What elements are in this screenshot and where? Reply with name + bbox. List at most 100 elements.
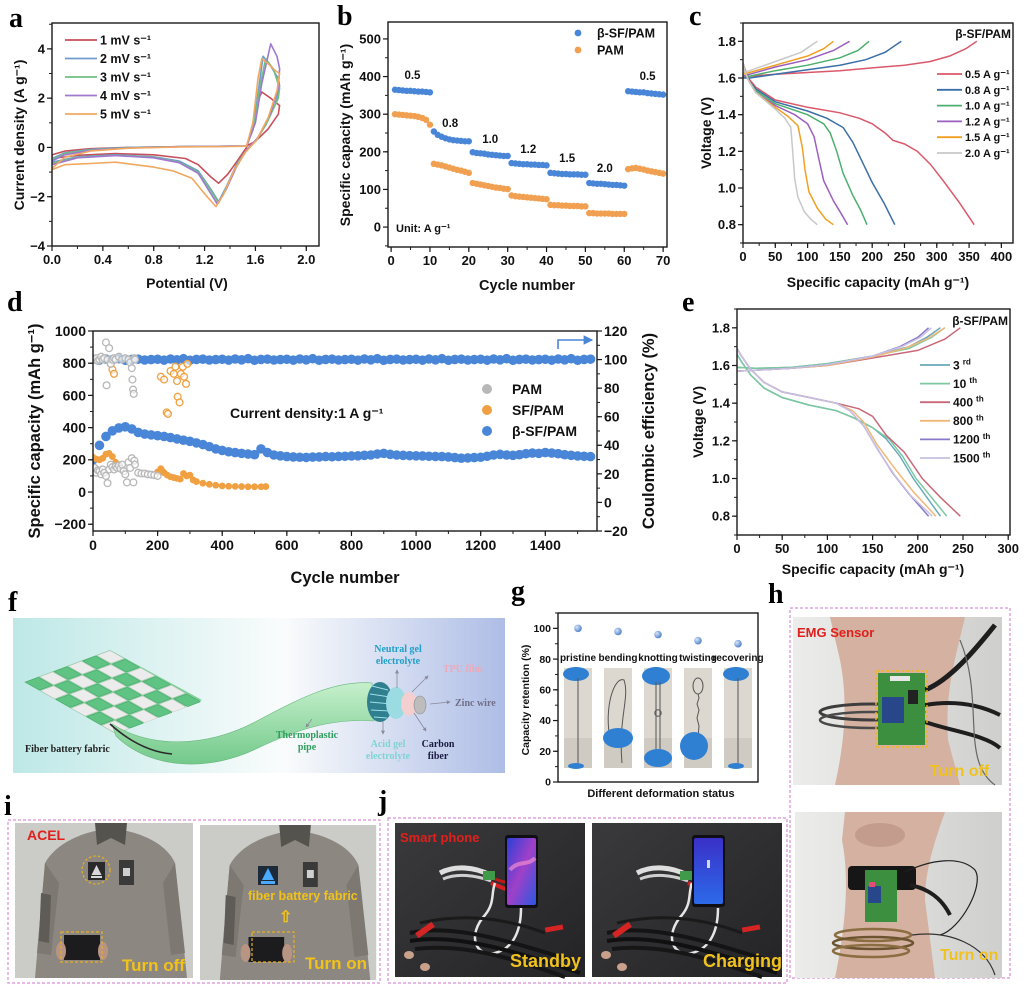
b-unit-note: Unit: A g⁻¹ [396, 223, 451, 235]
y-tick-label: 1.2 [718, 144, 736, 159]
legend-label-superscript: th [969, 376, 977, 385]
c-y-axis-title: Voltage (V) [698, 97, 714, 169]
emg-photo-off [793, 617, 1002, 786]
legend-label: PAM [597, 44, 624, 58]
cv-curve-2-mv-s [52, 55, 281, 203]
charge-curve [743, 40, 818, 74]
legend-item: 5 mV s⁻¹ [65, 108, 151, 122]
capacity-point [244, 483, 252, 491]
legend-item: 1 mV s⁻¹ [65, 34, 151, 48]
discharge-curve [737, 348, 933, 517]
legend-item: PAM [574, 44, 624, 58]
data-point [504, 185, 511, 193]
series-1-2-a-g [743, 40, 850, 226]
deformation-photo-twisting [680, 668, 712, 768]
fabric-cell [68, 675, 97, 689]
y-tick-label: 400 [63, 420, 87, 436]
y-tick-label: 100 [533, 623, 551, 635]
y-tick-label: 0 [78, 484, 86, 500]
coulombic-efficiency-point [181, 379, 191, 388]
y-tick-label: 1.6 [712, 358, 730, 373]
fabric-cell [86, 711, 115, 725]
g-x-axis-title: Different deformation status [587, 788, 734, 800]
chart-e: 0 50 100 150 200 250 300 0.8 1.0 1.2 1.4 1.6 1.8 3 rd 1… [712, 308, 1019, 556]
fabric-lead-wire [109, 723, 173, 755]
acel-highlight-circle [81, 855, 111, 885]
data-point [659, 91, 667, 98]
plot-area [743, 40, 978, 226]
capacity-point [192, 478, 200, 485]
label-fiber: fiber [428, 751, 449, 762]
legend-label: 3 mV s⁻¹ [100, 71, 151, 85]
legend-label-superscript: th [983, 432, 991, 441]
y-tick-label: 1.0 [712, 471, 730, 486]
fabric-cell [83, 669, 112, 683]
x-tick-label: 70 [656, 253, 670, 268]
cv-curve-5-mv-s [52, 57, 281, 208]
coulombic-efficiency-point [169, 369, 178, 378]
battery-highlight-box [60, 931, 103, 963]
rate-label: 0.8 [442, 118, 459, 130]
fabric-cell [98, 678, 127, 692]
b-y-axis-title: Specific capacity (mAh g⁻¹) [337, 44, 353, 226]
capacity-point [129, 478, 138, 487]
fabric-cell [70, 703, 99, 717]
x-tick-label: 200 [861, 249, 883, 264]
data-point [621, 182, 628, 189]
c-material-label: β-SF/PAM [955, 27, 1011, 41]
y-tick-label: 1.4 [718, 107, 737, 122]
chart-d: 0 200 400 600 800 1000 1200 1400−20002004006008… [54, 323, 628, 553]
fiber-battery-fabric-label: fiber battery fabric [248, 889, 358, 903]
legend-item: 2 mV s⁻¹ [65, 52, 151, 66]
legend-label-superscript: th [976, 413, 984, 422]
plot-area [391, 86, 667, 218]
legend-label: 0.8 A g⁻¹ [965, 85, 1010, 97]
legend-item: β-SF/PAM [482, 423, 577, 439]
legend-item: SF/PAM [482, 402, 564, 418]
capacity-point [94, 440, 105, 451]
fabric-cell [97, 664, 126, 678]
fabric-cell [84, 683, 113, 697]
axis-titles: Current density (A g⁻¹) Potential (V) Sp… [11, 27, 1011, 800]
y-tick-label: 400 [359, 69, 381, 84]
legend: 1 mV s⁻¹ 2 mV s⁻¹ 3 mV s⁻¹ 4 mV s⁻¹ 5 mV s⁻¹ [65, 34, 151, 122]
charge-curve [743, 40, 870, 77]
x-tick-label: 350 [958, 249, 980, 264]
y-tick-label: 40 [539, 715, 551, 727]
charge-curve [743, 40, 902, 79]
legend-label: PAM [512, 381, 542, 397]
charge-curve [737, 327, 932, 372]
y2-tick-label: 100 [604, 351, 628, 367]
y-tick-label: 60 [539, 684, 551, 696]
discharge-curve [737, 353, 942, 517]
fabric-cell [128, 681, 157, 695]
chart-g: pristine bending knotting twistingrecoverin… [533, 612, 764, 789]
capacity-point [231, 482, 239, 490]
deformation-photo-knotting [642, 667, 672, 768]
panel-letter-b: b [337, 1, 353, 32]
plot-area [93, 338, 596, 491]
x-tick-label: 50 [768, 249, 782, 264]
x-tick-label: 100 [797, 249, 819, 264]
x-tick-label: 0 [733, 541, 740, 556]
x-tick-label: 1.6 [246, 252, 264, 267]
legend-label: SF/PAM [512, 402, 564, 418]
panel-letter-h: h [768, 579, 784, 610]
chart-c: 0 50 100 150 200 250 300 350 400 0.8 1.0 1.2 1.4 1.6 1… [718, 22, 1014, 264]
x-tick-label: 0 [89, 537, 97, 553]
y-tick-label: 1.6 [718, 71, 736, 86]
plot-area [52, 43, 281, 208]
callout-arrows [305, 669, 451, 735]
y-tick-label: 2 [38, 91, 45, 106]
series-pam [93, 338, 162, 488]
acel-photo-on [200, 825, 377, 980]
category-label: recovering [712, 653, 763, 664]
a-x-axis-title: Potential (V) [146, 275, 228, 291]
fabric-cell [24, 677, 53, 691]
